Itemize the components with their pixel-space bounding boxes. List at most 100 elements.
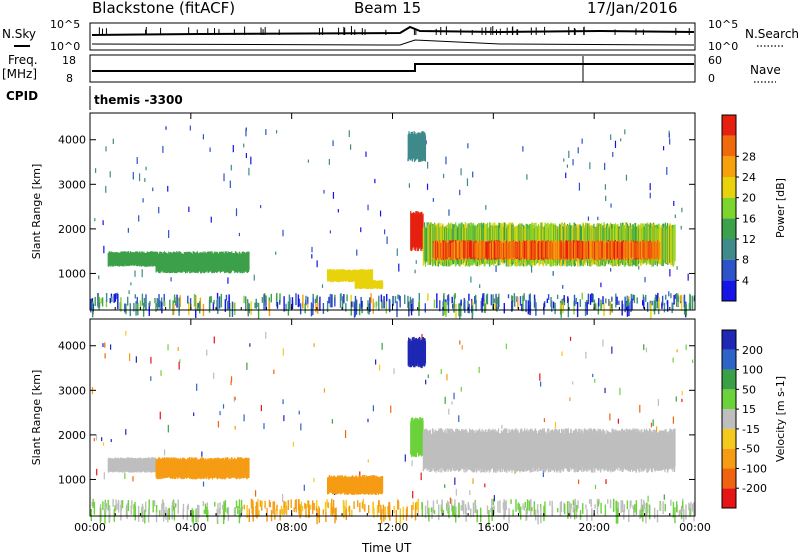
ground-scatter-cell bbox=[202, 501, 205, 507]
ground-scatter-cell bbox=[316, 295, 318, 304]
ground-scatter-cell bbox=[575, 297, 577, 305]
scatter-cell bbox=[230, 376, 233, 382]
ground-scatter-cell bbox=[600, 502, 602, 514]
ground-scatter-cell bbox=[276, 504, 278, 512]
ground-scatter-cell bbox=[221, 504, 224, 510]
ground-scatter-cell bbox=[681, 506, 683, 513]
cpid-label: CPID bbox=[6, 89, 38, 103]
ground-scatter-cell bbox=[344, 510, 347, 516]
ground-scatter-cell bbox=[459, 303, 461, 319]
ground-scatter-cell bbox=[141, 503, 144, 513]
ground-scatter-cell bbox=[113, 508, 116, 522]
scatter-cell bbox=[283, 415, 285, 422]
scatter-cell bbox=[445, 156, 447, 165]
ground-scatter-cell bbox=[384, 506, 387, 520]
ground-scatter-cell bbox=[218, 508, 221, 515]
ground-scatter-cell bbox=[454, 293, 456, 299]
ground-scatter-cell bbox=[439, 300, 441, 312]
scatter-cell bbox=[359, 471, 361, 478]
ground-scatter-cell bbox=[304, 503, 306, 509]
colorbar-swatch bbox=[722, 177, 736, 198]
ground-scatter-cell bbox=[522, 503, 524, 510]
ground-scatter-cell bbox=[528, 500, 530, 511]
ground-scatter-cell bbox=[647, 503, 649, 513]
scatter-cell bbox=[360, 227, 362, 233]
ground-scatter-cell bbox=[135, 301, 137, 316]
colorbar-swatch bbox=[722, 369, 736, 390]
scatter-cell bbox=[150, 376, 152, 381]
velocity-colorbar: 200 100 50 15 -15 -50 -100 -200 Velocity [m s-1] bbox=[721, 329, 787, 509]
ground-scatter-cell bbox=[346, 294, 348, 302]
scatter-cell bbox=[158, 206, 160, 214]
ground-scatter-cell bbox=[192, 510, 194, 525]
scatter-cell bbox=[589, 162, 591, 170]
ground-scatter-cell bbox=[442, 510, 445, 515]
ground-scatter-cell bbox=[551, 509, 554, 516]
ground-scatter-cell bbox=[624, 296, 626, 313]
ground-scatter-cell bbox=[616, 296, 618, 305]
ground-scatter-cell bbox=[490, 294, 493, 306]
ground-scatter-cell bbox=[433, 509, 436, 515]
scatter-cell bbox=[167, 424, 169, 433]
ground-scatter-cell bbox=[305, 503, 307, 518]
ground-scatter-cell bbox=[447, 501, 450, 508]
ground-scatter-cell bbox=[486, 296, 488, 302]
scatter-cell bbox=[365, 151, 367, 157]
ground-scatter-cell bbox=[460, 301, 462, 317]
ground-scatter-cell bbox=[92, 498, 94, 508]
ground-scatter-cell bbox=[658, 297, 660, 311]
scatter-cell bbox=[329, 230, 331, 234]
ground-scatter-cell bbox=[672, 501, 675, 518]
scatter-cell bbox=[260, 205, 262, 209]
ground-scatter-cell bbox=[372, 501, 374, 514]
ground-scatter-cell bbox=[587, 293, 590, 305]
scatter-cell bbox=[300, 423, 302, 431]
ground-scatter-cell bbox=[529, 300, 531, 316]
ground-scatter-cell bbox=[257, 302, 260, 319]
scatter-cell bbox=[210, 216, 212, 223]
ground-scatter-cell bbox=[131, 500, 133, 509]
ground-scatter-cell bbox=[312, 500, 314, 514]
ground-scatter-cell bbox=[243, 504, 245, 510]
scatter-cell bbox=[639, 404, 641, 413]
ground-scatter-cell bbox=[114, 293, 117, 302]
ground-scatter-cell bbox=[348, 506, 350, 512]
ground-scatter-cell bbox=[471, 298, 473, 313]
ground-scatter-cell bbox=[496, 298, 499, 305]
scatter-cell bbox=[311, 254, 313, 259]
y-tick-label: 2000 bbox=[58, 429, 86, 442]
ground-scatter-cell bbox=[452, 505, 454, 516]
scatter-cell bbox=[451, 401, 453, 405]
scatter-cell bbox=[687, 273, 689, 281]
colorbar-label: Power [dB] bbox=[774, 178, 787, 238]
ground-scatter-cell bbox=[357, 500, 359, 507]
colorbar-tick-label: -200 bbox=[742, 482, 767, 495]
ground-scatter-cell bbox=[471, 301, 474, 306]
ground-scatter-cell bbox=[568, 501, 571, 516]
ground-scatter-cell bbox=[279, 509, 281, 521]
scatter-cell bbox=[367, 418, 369, 423]
scatter-cell bbox=[202, 481, 205, 487]
ground-scatter-cell bbox=[502, 502, 505, 510]
ground-scatter-cell bbox=[377, 500, 380, 512]
y-tick-label: 1000 bbox=[58, 267, 86, 280]
ground-scatter-cell bbox=[519, 506, 522, 520]
ground-scatter-cell bbox=[343, 506, 345, 519]
ground-scatter-cell bbox=[424, 303, 427, 313]
ground-scatter-cell bbox=[586, 302, 588, 315]
ground-scatter-cell bbox=[448, 504, 450, 519]
ground-scatter-cell bbox=[468, 504, 470, 511]
ground-scatter-cell bbox=[438, 504, 440, 521]
scatter-cell bbox=[625, 174, 628, 181]
ground-scatter-cell bbox=[315, 303, 317, 313]
nsearch-tick-top: 10^5 bbox=[708, 18, 738, 31]
ground-scatter-cell bbox=[269, 502, 272, 508]
ground-scatter-cell bbox=[573, 294, 576, 306]
ground-scatter-cell bbox=[453, 294, 456, 308]
scatter-cell bbox=[614, 140, 617, 148]
scatter-cell bbox=[160, 370, 162, 376]
ground-scatter-cell bbox=[503, 508, 505, 520]
colorbar-tick-label: 12 bbox=[742, 233, 756, 246]
ground-scatter-cell bbox=[643, 501, 645, 508]
scatter-cell bbox=[230, 164, 232, 171]
